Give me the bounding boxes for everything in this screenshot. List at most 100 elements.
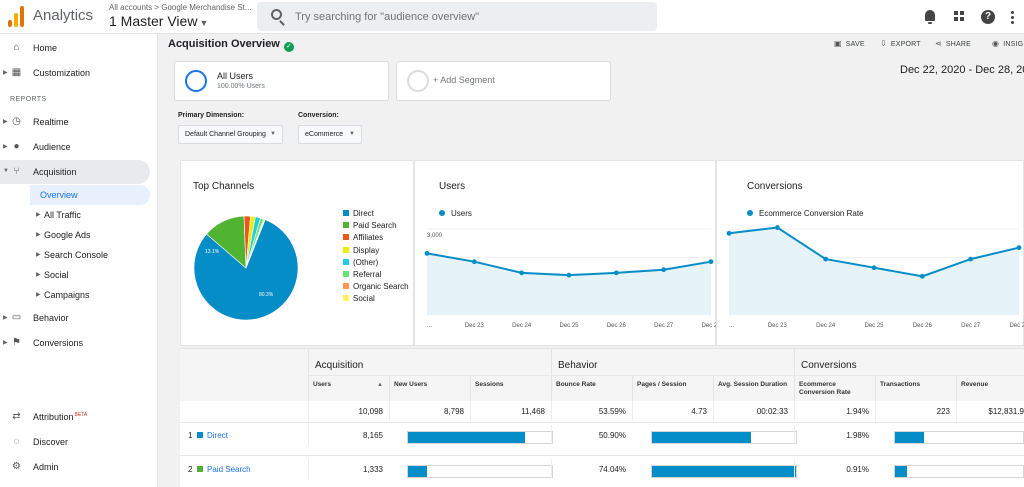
row-divider bbox=[180, 455, 1024, 456]
save-button[interactable]: ▣ SAVE bbox=[834, 39, 865, 48]
col-header-ecommerce-conversion-rate[interactable]: Ecommerce Conversion Rate bbox=[794, 375, 875, 401]
data-point[interactable] bbox=[726, 230, 732, 236]
pie-slice-direct[interactable] bbox=[193, 219, 299, 321]
top-channels-legend: Direct Paid Search Affiliates Display (Other… bbox=[343, 209, 409, 307]
apps-grid-icon[interactable] bbox=[952, 9, 968, 25]
total-users: 10,098 bbox=[308, 401, 389, 421]
search-box[interactable] bbox=[257, 2, 657, 31]
share-button[interactable]: ⋖ SHARE bbox=[935, 39, 972, 48]
data-point[interactable] bbox=[1016, 245, 1022, 251]
account-breadcrumb[interactable]: All accounts > Google Merchandise St... bbox=[109, 3, 252, 12]
col-header-revenue[interactable]: Revenue bbox=[956, 375, 1024, 401]
bar-fill bbox=[652, 432, 752, 443]
legend-swatch-icon bbox=[343, 295, 349, 302]
sidebar-item-campaigns[interactable]: ▶ Campaigns bbox=[0, 285, 158, 305]
caret-right-icon: ▶ bbox=[3, 315, 8, 321]
row-channel-link[interactable]: Direct bbox=[197, 431, 228, 440]
conversion-label: Conversion: bbox=[298, 112, 339, 119]
help-icon[interactable]: ? bbox=[980, 9, 996, 25]
data-point[interactable] bbox=[871, 265, 877, 271]
segment-all-users[interactable]: All Users 100.00% Users bbox=[174, 61, 389, 101]
sidebar-item-acquisition[interactable]: ▼ ⑂ Acquisition bbox=[0, 160, 150, 184]
total-avg-session-duration: 00:02:33 bbox=[713, 401, 794, 421]
empty-segment-icon bbox=[407, 70, 429, 92]
col-header-new-users[interactable]: New Users bbox=[389, 375, 470, 401]
sidebar-item-home[interactable]: ⌂ Home bbox=[0, 36, 158, 60]
sidebar-item-behavior[interactable]: ▶ ▭ Behavior bbox=[0, 306, 158, 330]
row-channel-link[interactable]: Paid Search bbox=[197, 465, 251, 474]
data-point[interactable] bbox=[774, 225, 780, 230]
data-point[interactable] bbox=[968, 256, 974, 262]
x-tick-label: Dec 25 bbox=[559, 323, 579, 329]
channel-swatch-icon bbox=[197, 466, 203, 472]
row-conversion-rate: 1.98% bbox=[794, 425, 875, 445]
caret-right-icon: ▶ bbox=[3, 144, 8, 150]
row-number: 1 bbox=[188, 431, 193, 440]
sidebar-item-audience[interactable]: ▶ ● Audience bbox=[0, 135, 158, 159]
top-channels-panel: Top Channels 80.3% 13.1% Direct Paid Sear… bbox=[180, 160, 414, 346]
sidebar-item-attribution[interactable]: ⇄ AttributionBETA bbox=[0, 405, 158, 429]
export-button[interactable]: ⇩ EXPORT bbox=[880, 39, 921, 48]
caret-down-icon: ▼ bbox=[3, 168, 9, 174]
sidebar-item-label: Social bbox=[44, 270, 69, 280]
insights-button[interactable]: ◉ INSIG bbox=[992, 39, 1024, 48]
top-channels-pie-chart[interactable]: 80.3% 13.1% bbox=[191, 213, 301, 323]
col-header-avg-session-duration[interactable]: Avg. Session Duration bbox=[713, 375, 794, 401]
sidebar-item-admin[interactable]: ⚙ Admin bbox=[0, 455, 158, 479]
sidebar-item-discover[interactable]: ◌ Discover bbox=[0, 430, 158, 454]
data-point[interactable] bbox=[519, 270, 525, 276]
data-point[interactable] bbox=[613, 270, 619, 276]
caret-right-icon: ▶ bbox=[3, 340, 8, 346]
total-transactions: 223 bbox=[875, 401, 956, 421]
caret-right-icon: ▶ bbox=[36, 212, 41, 218]
col-header-sessions[interactable]: Sessions bbox=[470, 375, 551, 401]
users-title: Users bbox=[439, 181, 466, 192]
sidebar-item-search-console[interactable]: ▶ Search Console bbox=[0, 245, 158, 265]
search-input[interactable] bbox=[295, 8, 635, 25]
home-icon: ⌂ bbox=[13, 42, 20, 53]
sidebar-item-realtime[interactable]: ▶ ◷ Realtime bbox=[0, 110, 158, 134]
pie-slice-social[interactable] bbox=[245, 219, 266, 269]
sidebar-item-overview[interactable]: Overview bbox=[30, 185, 150, 205]
date-range-picker[interactable]: Dec 22, 2020 - Dec 28, 2020 bbox=[900, 64, 1024, 76]
col-header-users[interactable]: Users ▲ bbox=[308, 375, 389, 401]
data-point[interactable] bbox=[424, 250, 430, 256]
notifications-bell-icon[interactable] bbox=[922, 9, 938, 25]
sidebar-item-label: Realtime bbox=[33, 117, 69, 127]
more-vertical-icon[interactable] bbox=[1005, 9, 1021, 25]
sidebar-item-social[interactable]: ▶ Social bbox=[0, 265, 158, 285]
data-point[interactable] bbox=[566, 272, 572, 278]
sidebar: ⌂ Home ▶ ▦ Customization REPORTS ▶ ◷ Rea… bbox=[0, 34, 158, 487]
col-header-pages-per-session[interactable]: Pages / Session bbox=[632, 375, 713, 401]
primary-dimension-select[interactable]: Default Channel Grouping ▼ bbox=[178, 125, 283, 144]
data-point[interactable] bbox=[919, 273, 925, 279]
sidebar-item-customization[interactable]: ▶ ▦ Customization bbox=[0, 61, 158, 85]
add-segment-button[interactable]: + Add Segment bbox=[396, 61, 611, 101]
sidebar-item-all-traffic[interactable]: ▶ All Traffic bbox=[0, 205, 158, 225]
data-point[interactable] bbox=[823, 256, 829, 262]
beta-badge: BETA bbox=[74, 412, 88, 418]
caret-right-icon: ▶ bbox=[3, 70, 8, 76]
conversion-select[interactable]: eCommerce ▼ bbox=[298, 125, 362, 144]
col-header-transactions[interactable]: Transactions bbox=[875, 375, 956, 401]
sidebar-item-google-ads[interactable]: ▶ Google Ads bbox=[0, 225, 158, 245]
x-tick-label: ... bbox=[729, 323, 734, 329]
page-title: Acquisition Overview ✓ bbox=[168, 38, 294, 52]
legend-swatch-icon bbox=[343, 234, 349, 241]
data-point[interactable] bbox=[471, 259, 477, 265]
col-header-bounce-rate[interactable]: Bounce Rate bbox=[551, 375, 632, 401]
data-point[interactable] bbox=[708, 259, 714, 265]
legend-label: Organic Search bbox=[353, 282, 409, 292]
sidebar-item-label: Conversions bbox=[33, 338, 84, 348]
row-pages-bar bbox=[651, 465, 797, 478]
legend-item: Display bbox=[343, 246, 409, 258]
data-point[interactable] bbox=[661, 267, 667, 273]
sidebar-item-conversions[interactable]: ▶ ⚑ Conversions bbox=[0, 331, 158, 355]
analytics-logo-icon[interactable] bbox=[8, 5, 24, 27]
legend-dot-icon bbox=[439, 210, 445, 216]
view-selector[interactable]: 1 Master View ▼ bbox=[109, 13, 208, 29]
row-new-users-bar bbox=[407, 465, 553, 478]
row-pages-bar bbox=[651, 431, 797, 444]
